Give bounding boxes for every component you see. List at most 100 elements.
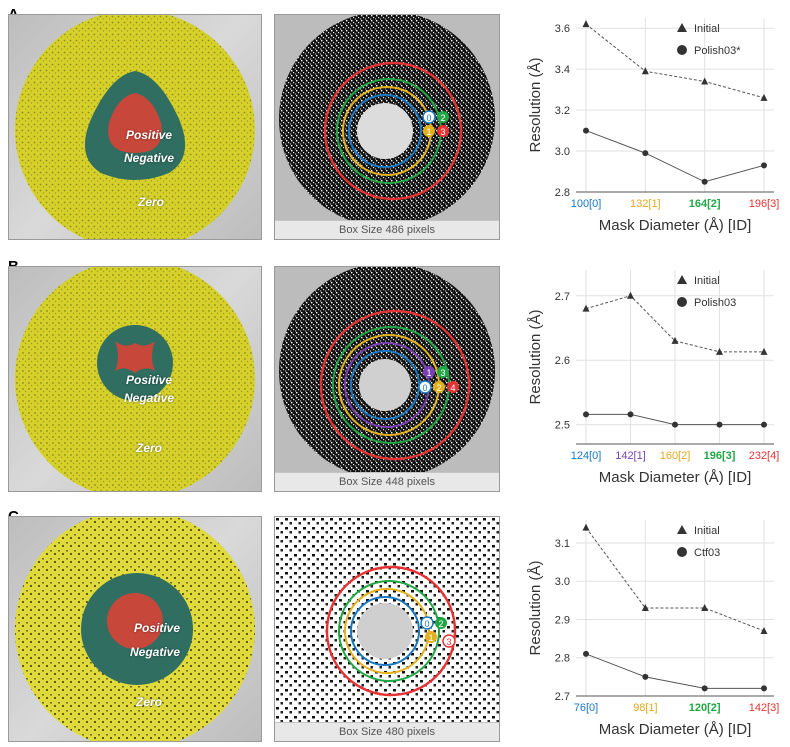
ring-id-a-3: 3: [440, 127, 445, 137]
chart-svg-a: 2.8 3.0 3.2 3.4 3.6 100[0] 132[1] 164[2] 196[3] M…: [527, 18, 780, 234]
mask-image-b: Positive Negative Zero: [8, 266, 262, 492]
zero-label-a: Zero: [137, 195, 165, 209]
legend-marker-circle: [677, 547, 687, 557]
data-point-triangle: [716, 347, 723, 355]
chart-a: 2.8 3.0 3.2 3.4 3.6 100[0] 132[1] 164[2] 196[3] M…: [520, 10, 782, 238]
x-tick-label: 100[0]: [571, 198, 602, 210]
ring-id-a-0: 0: [426, 113, 431, 123]
ring-id-c-1: 2: [438, 619, 443, 629]
data-point-triangle: [760, 626, 768, 634]
y-tick-label: 2.8: [555, 653, 570, 665]
ring-id-c-2: 1: [428, 633, 433, 643]
x-axis-title: Mask Diameter (Å) [ID]: [599, 469, 752, 486]
series-line-circle: [585, 130, 765, 183]
legend-marker-triangle: [677, 23, 687, 32]
x-tick-label: 142[1]: [615, 450, 646, 462]
data-point-triangle: [760, 347, 768, 355]
legend-marker-circle: [677, 45, 687, 55]
y-tick-label: 2.8: [555, 187, 570, 199]
x-axis-title: Mask Diameter (Å) [ID]: [599, 721, 752, 738]
zero-label-b: Zero: [135, 441, 163, 455]
ring-id-a-1: 2: [440, 113, 445, 123]
ring-id-badges-c: 0 2 1 3: [420, 616, 456, 648]
ring-id-b-4: 4: [450, 383, 455, 393]
legend-label: Initial: [694, 275, 720, 287]
ring-id-badges-b: 1 3 0 2 4: [418, 366, 459, 394]
x-tick-label: 76[0]: [574, 702, 598, 714]
data-point-triangle: [582, 304, 590, 312]
y-tick-label: 3.6: [555, 23, 570, 35]
x-tick-label: 196[3]: [704, 450, 736, 462]
legend-marker-triangle: [677, 525, 687, 534]
y-tick-label: 2.5: [555, 420, 570, 432]
x-tick-label: 164[2]: [689, 198, 721, 210]
data-point-triangle: [701, 604, 709, 611]
y-tick-label: 2.6: [555, 355, 570, 367]
x-tick-label: 120[2]: [689, 702, 721, 714]
data-point-triangle: [627, 291, 634, 299]
y-axis-title: Resolution (Å): [527, 560, 544, 655]
y-tick-label: 3.0: [555, 576, 570, 588]
box-size-caption-c: Box Size 480 pixels: [275, 722, 499, 741]
map-image-b: 1 3 0 2 4 Box Size 448 pixels: [274, 266, 500, 492]
data-point-circle: [701, 685, 708, 692]
chart-svg-c: 2.7 2.8 2.9 3.0 3.1 76[0] 98[1] 120[2] 142[3] Mas…: [527, 520, 780, 738]
data-point-circle: [583, 411, 589, 418]
x-tick-label: 142[3]: [749, 702, 780, 714]
negative-label-c: Negative: [129, 645, 181, 659]
mask-image-a: Positive Negative Zero: [8, 14, 262, 240]
legend-label: Initial: [694, 525, 720, 537]
x-tick-label: 98[1]: [633, 702, 657, 714]
series-line-triangle: [585, 295, 764, 353]
data-point-circle: [761, 421, 767, 428]
data-point-circle: [672, 421, 678, 428]
legend-label: Polish03: [694, 297, 736, 309]
positive-label-c: Positive: [133, 621, 181, 635]
data-point-circle: [716, 421, 723, 428]
negative-label-a: Negative: [123, 151, 175, 165]
data-point-triangle: [582, 20, 590, 28]
legend-marker-triangle: [677, 275, 687, 284]
zero-label-c: Zero: [135, 695, 163, 709]
chart-svg-b: 2.5 2.6 2.7 124[0] 142[1] 160[2] 196[3] 232[4] M…: [527, 270, 780, 486]
mask-image-c: Positive Negative Zero: [8, 516, 262, 742]
map-image-a: 0 2 1 3 Box Size 486 pixels: [274, 14, 500, 240]
ring-id-badges-a: 0 2 1 3: [422, 110, 449, 137]
mask-diagram-a: [15, 15, 255, 239]
ring-id-b-3: 2: [436, 383, 441, 393]
positive-label-a: Positive: [125, 128, 173, 142]
data-point-triangle: [760, 93, 768, 101]
mask-diagram-b: [15, 267, 255, 491]
series-line-circle: [585, 653, 764, 689]
legend-label: Initial: [694, 23, 720, 35]
positive-label-b: Positive: [125, 373, 173, 387]
legend-label: Ctf03: [694, 547, 720, 559]
data-point-triangle: [641, 604, 649, 611]
map-diagram-a: 0 2 1 3: [279, 15, 495, 221]
negative-label-b: Negative: [123, 391, 175, 405]
box-size-caption-a: Box Size 486 pixels: [275, 220, 499, 239]
series-line-triangle: [585, 527, 765, 632]
data-point-circle: [761, 162, 767, 169]
legend-label: Polish03*: [694, 45, 741, 57]
map-diagram-b: 1 3 0 2 4: [279, 267, 495, 473]
ring-id-b-2: 0: [422, 383, 427, 393]
y-tick-label: 3.1: [555, 538, 570, 550]
x-tick-label: 196[3]: [749, 198, 780, 210]
data-point-circle: [627, 411, 634, 418]
ring-id-b-0: 1: [426, 368, 431, 378]
data-point-circle: [761, 685, 767, 692]
data-point-triangle: [582, 523, 590, 531]
x-tick-label: 232[4]: [749, 450, 780, 462]
data-point-triangle: [671, 336, 679, 344]
ring-id-c-0: 0: [424, 619, 429, 629]
y-axis-title: Resolution (Å): [527, 57, 544, 152]
y-axis-title: Resolution (Å): [527, 309, 544, 404]
data-point-circle: [583, 650, 589, 657]
x-tick-label: 160[2]: [660, 450, 691, 462]
y-tick-label: 3.2: [555, 105, 570, 117]
x-axis-title: Mask Diameter (Å) [ID]: [599, 217, 752, 234]
y-tick-label: 2.9: [555, 614, 570, 626]
series-line-triangle: [585, 23, 765, 99]
legend-marker-circle: [677, 297, 687, 307]
